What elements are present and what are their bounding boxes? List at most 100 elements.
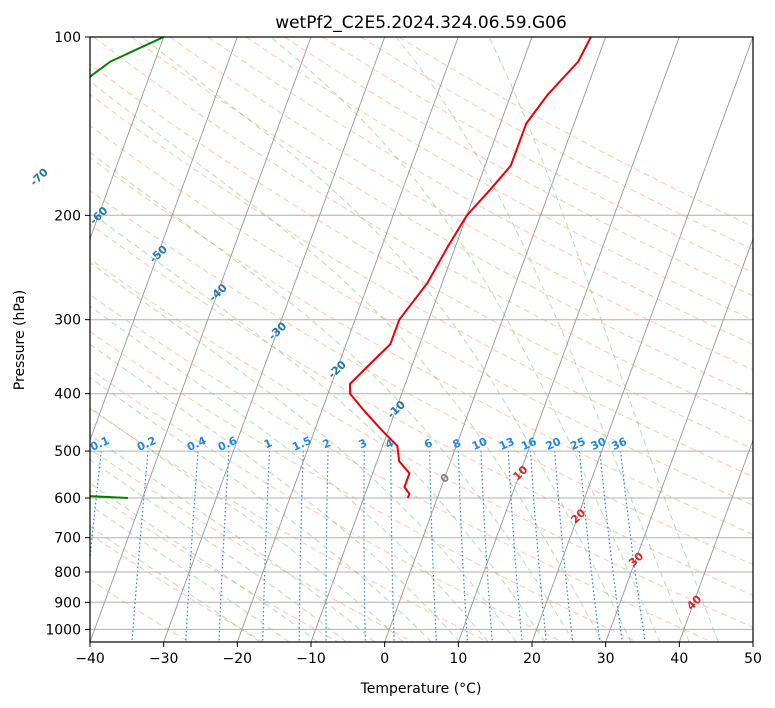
dry-adiabat — [90, 258, 753, 628]
isotherm-label: -70 — [28, 165, 52, 188]
mixing-ratio-label: 30 — [589, 435, 609, 453]
isotherm-label: 30 — [626, 549, 646, 569]
dry-adiabat — [284, 37, 753, 297]
dry-adiabat — [90, 223, 753, 597]
mixing-ratio-label: 20 — [544, 435, 564, 453]
mixing-ratio-line — [325, 451, 329, 642]
mixing-ratio-line — [390, 451, 395, 642]
mixing-ratio-line — [90, 451, 102, 564]
mixing-ratio-line — [131, 451, 149, 642]
moist-adiabat — [90, 211, 546, 642]
mixing-ratio-label: 25 — [568, 435, 587, 453]
isotherm-label: -40 — [206, 281, 230, 304]
isotherm-label: -30 — [266, 319, 290, 342]
x-tick-label: −10 — [296, 651, 326, 667]
dry-adiabat — [207, 37, 753, 346]
chart-title: wetPf2_C2E5.2024.324.06.59.G06 — [275, 13, 567, 33]
mixing-ratio-line — [218, 451, 230, 642]
y-tick-label: 400 — [54, 387, 81, 403]
y-tick-label: 500 — [54, 444, 81, 460]
moist-adiabat — [90, 525, 261, 642]
moist-adiabat — [90, 151, 575, 642]
moist-adiabat — [395, 37, 690, 642]
mixing-ratio-line — [457, 451, 469, 642]
isotherm-line — [752, 640, 753, 642]
mixing-ratio-label: 3 — [357, 436, 369, 451]
moist-adiabat — [90, 482, 318, 642]
mixing-ratio-line — [599, 451, 623, 642]
dry-adiabat — [90, 533, 264, 642]
isotherm-label: 10 — [510, 463, 530, 483]
moist-adiabat — [488, 37, 719, 642]
mixing-ratio-line — [429, 451, 437, 642]
isotherm-label: 0 — [438, 471, 453, 486]
x-tick-label: −30 — [149, 651, 179, 667]
y-tick-label: 900 — [54, 595, 81, 611]
y-tick-label: 1000 — [45, 622, 81, 638]
x-tick-label: 0 — [380, 651, 389, 667]
dry-adiabat — [169, 37, 753, 371]
mixing-ratio-line — [620, 451, 646, 642]
moist-adiabat — [90, 459, 347, 642]
mixing-ratio-line — [507, 451, 523, 642]
x-axis-label: Temperature (°C) — [360, 681, 482, 697]
isotherm-line — [384, 37, 607, 642]
isotherm-line — [90, 37, 238, 442]
mixing-ratio-label: 16 — [519, 435, 539, 453]
isotherm-line — [310, 37, 533, 642]
dry-adiabat — [90, 93, 753, 478]
moist-adiabat — [141, 37, 632, 642]
x-tick-label: 20 — [523, 651, 541, 667]
profile-lines — [90, 37, 592, 499]
moist-adiabat — [90, 262, 517, 642]
isotherm-line — [678, 438, 753, 642]
y-tick-label: 800 — [54, 565, 81, 581]
plot-frame — [89, 36, 754, 643]
y-tick-label: 200 — [54, 208, 81, 224]
moist-adiabat — [90, 504, 290, 642]
mixing-ratio-label: 6 — [422, 436, 435, 451]
mixing-ratio-label: 36 — [610, 435, 630, 453]
moist-adiabat — [90, 305, 489, 642]
isotherm-line — [605, 237, 753, 642]
x-tick-label: 30 — [597, 651, 615, 667]
isotherm-label: -50 — [147, 242, 171, 265]
moist-adiabat — [90, 407, 404, 642]
x-tick-label: 10 — [449, 651, 467, 667]
dry-adiabat — [90, 448, 414, 642]
mixing-ratio-label: 13 — [497, 435, 516, 453]
dewpoint-line — [90, 37, 165, 499]
mixing-ratio-label: 1 — [262, 436, 274, 451]
moist-adiabat — [90, 80, 603, 642]
dry-adiabat — [398, 37, 753, 228]
mixing-ratio-line — [578, 451, 601, 642]
moist-adiabat — [90, 434, 376, 642]
mixing-ratio-line — [554, 451, 574, 642]
dry-adiabat — [90, 124, 753, 506]
dry-adiabat — [93, 37, 753, 423]
y-axis-label: Pressure (hPa) — [12, 290, 28, 390]
mixing-ratio-line — [262, 451, 271, 642]
isotherm-line — [90, 37, 165, 241]
dry-adiabat — [322, 37, 753, 273]
dry-adiabat — [245, 37, 753, 321]
isotherm-label: -20 — [326, 358, 350, 381]
isotherm-label: 40 — [684, 592, 704, 612]
mixing-ratio-label: 10 — [470, 435, 490, 453]
temperature-line — [349, 37, 592, 499]
isotherm-label: -60 — [87, 204, 111, 227]
y-tick-label: 300 — [54, 313, 81, 329]
x-tick-label: 40 — [670, 651, 688, 667]
dry-adiabat — [90, 330, 638, 642]
dry-adiabat — [90, 490, 339, 642]
mixing-ratio-line — [185, 451, 199, 642]
isotherm-line — [90, 37, 312, 642]
mixing-ratio-line — [480, 451, 493, 642]
dry-adiabat — [90, 63, 753, 450]
moist-adiabat — [90, 343, 461, 642]
mixing-ratio-line — [363, 451, 366, 642]
x-tick-label: −40 — [75, 651, 105, 667]
x-tick-label: −20 — [223, 651, 253, 667]
moist-adiabat — [90, 377, 432, 642]
